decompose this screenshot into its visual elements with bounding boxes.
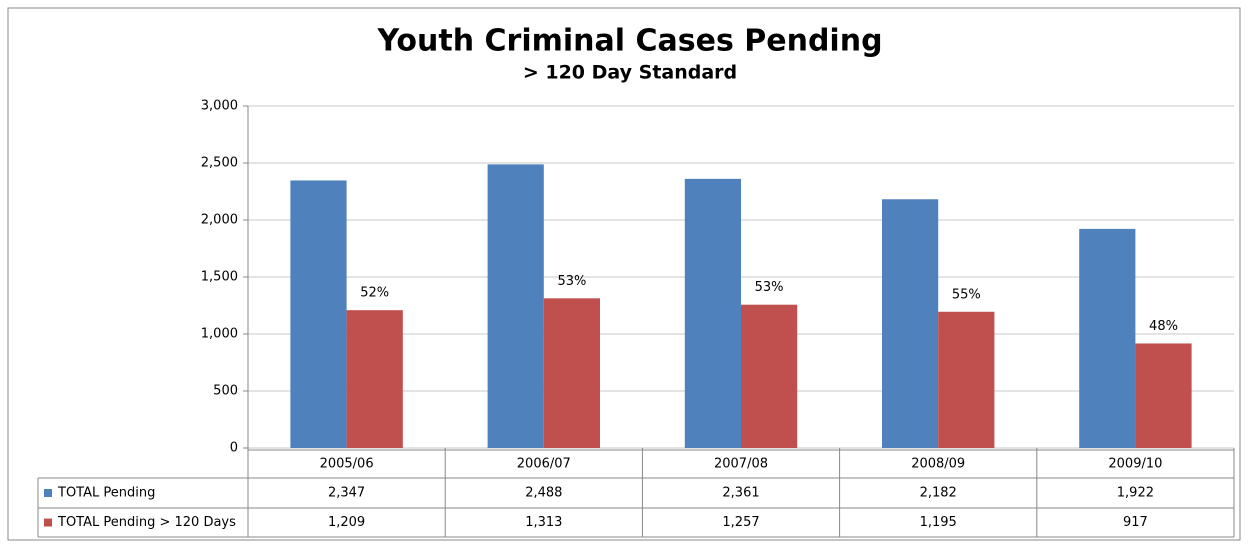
table-cell: 2,347 [328, 486, 365, 501]
bar [543, 298, 601, 448]
bar [684, 178, 741, 448]
bar [741, 304, 798, 448]
table-cell: 2,182 [920, 486, 957, 501]
y-tick-label: 0 [230, 441, 238, 456]
chart-title: Youth Criminal Cases Pending [376, 24, 882, 59]
table-cell: 917 [1123, 515, 1148, 530]
bar [881, 199, 939, 448]
x-tick-label: 2007/08 [714, 457, 768, 472]
x-tick-label: 2008/09 [911, 457, 965, 472]
y-tick-label: 1,000 [201, 327, 238, 342]
y-tick-label: 500 [213, 384, 238, 399]
annotation: 53% [755, 280, 784, 295]
legend-label: TOTAL Pending [57, 486, 155, 501]
bar [346, 310, 403, 448]
y-tick-label: 1,500 [201, 270, 238, 285]
chart-subtitle: > 120 Day Standard [523, 62, 737, 84]
table-cell: 1,922 [1117, 486, 1154, 501]
annotation: 48% [1149, 319, 1178, 334]
bar [1079, 228, 1136, 448]
y-tick-label: 2,000 [201, 213, 238, 228]
x-tick-label: 2006/07 [517, 457, 571, 472]
table-cell: 2,488 [525, 486, 562, 501]
annotation: 53% [557, 274, 586, 289]
table-cell: 1,195 [920, 515, 957, 530]
bar [938, 311, 995, 448]
bar [1135, 343, 1192, 448]
annotation: 52% [360, 286, 389, 301]
legend-label: TOTAL Pending > 120 Days [57, 515, 236, 530]
legend-key [44, 518, 52, 527]
x-tick-label: 2009/10 [1108, 457, 1162, 472]
legend-key [44, 489, 52, 497]
chart-frame [7, 7, 1241, 541]
y-tick-label: 2,500 [201, 156, 238, 171]
bar [487, 164, 544, 449]
table-cell: 2,361 [722, 486, 759, 501]
y-tick-label: 3,000 [201, 99, 238, 114]
bar [290, 180, 347, 448]
x-tick-label: 2005/06 [320, 457, 374, 472]
annotation: 55% [952, 287, 981, 302]
table-cell: 1,257 [722, 515, 759, 530]
table-cell: 1,313 [525, 515, 562, 530]
table-cell: 1,209 [328, 515, 365, 530]
